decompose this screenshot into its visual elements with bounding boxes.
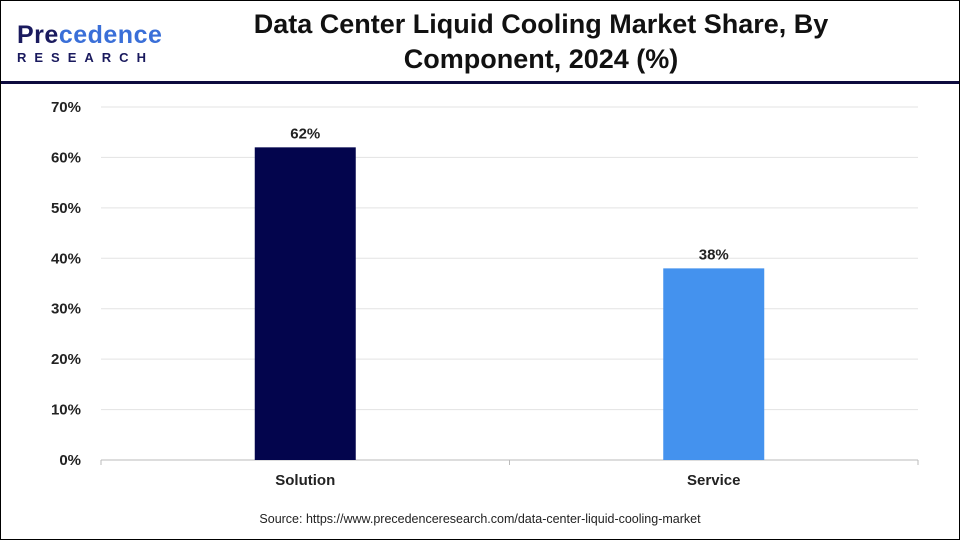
y-tick-label: 0%: [59, 452, 81, 469]
bar-service: [663, 268, 765, 460]
x-tick-label: Service: [687, 472, 740, 489]
chart-title: Data Center Liquid Cooling Market Share,…: [253, 9, 829, 74]
y-tick-label: 70%: [51, 99, 81, 116]
y-tick-label: 50%: [51, 200, 81, 217]
y-tick-label: 10%: [51, 402, 81, 419]
data-label: 38%: [699, 246, 729, 263]
x-tick-label: Solution: [275, 472, 335, 489]
data-label: 62%: [290, 125, 320, 142]
y-tick-label: 60%: [51, 149, 81, 166]
y-tick-label: 30%: [51, 301, 81, 318]
bar-solution: [254, 147, 356, 461]
y-tick-label: 20%: [51, 351, 81, 368]
header: Precedence RESEARCH Data Center Liquid C…: [1, 1, 959, 84]
precedence-research-logo: Precedence RESEARCH: [17, 21, 163, 66]
y-tick-label: 40%: [51, 250, 81, 267]
source-note: Source: https://www.precedenceresearch.c…: [259, 512, 701, 526]
